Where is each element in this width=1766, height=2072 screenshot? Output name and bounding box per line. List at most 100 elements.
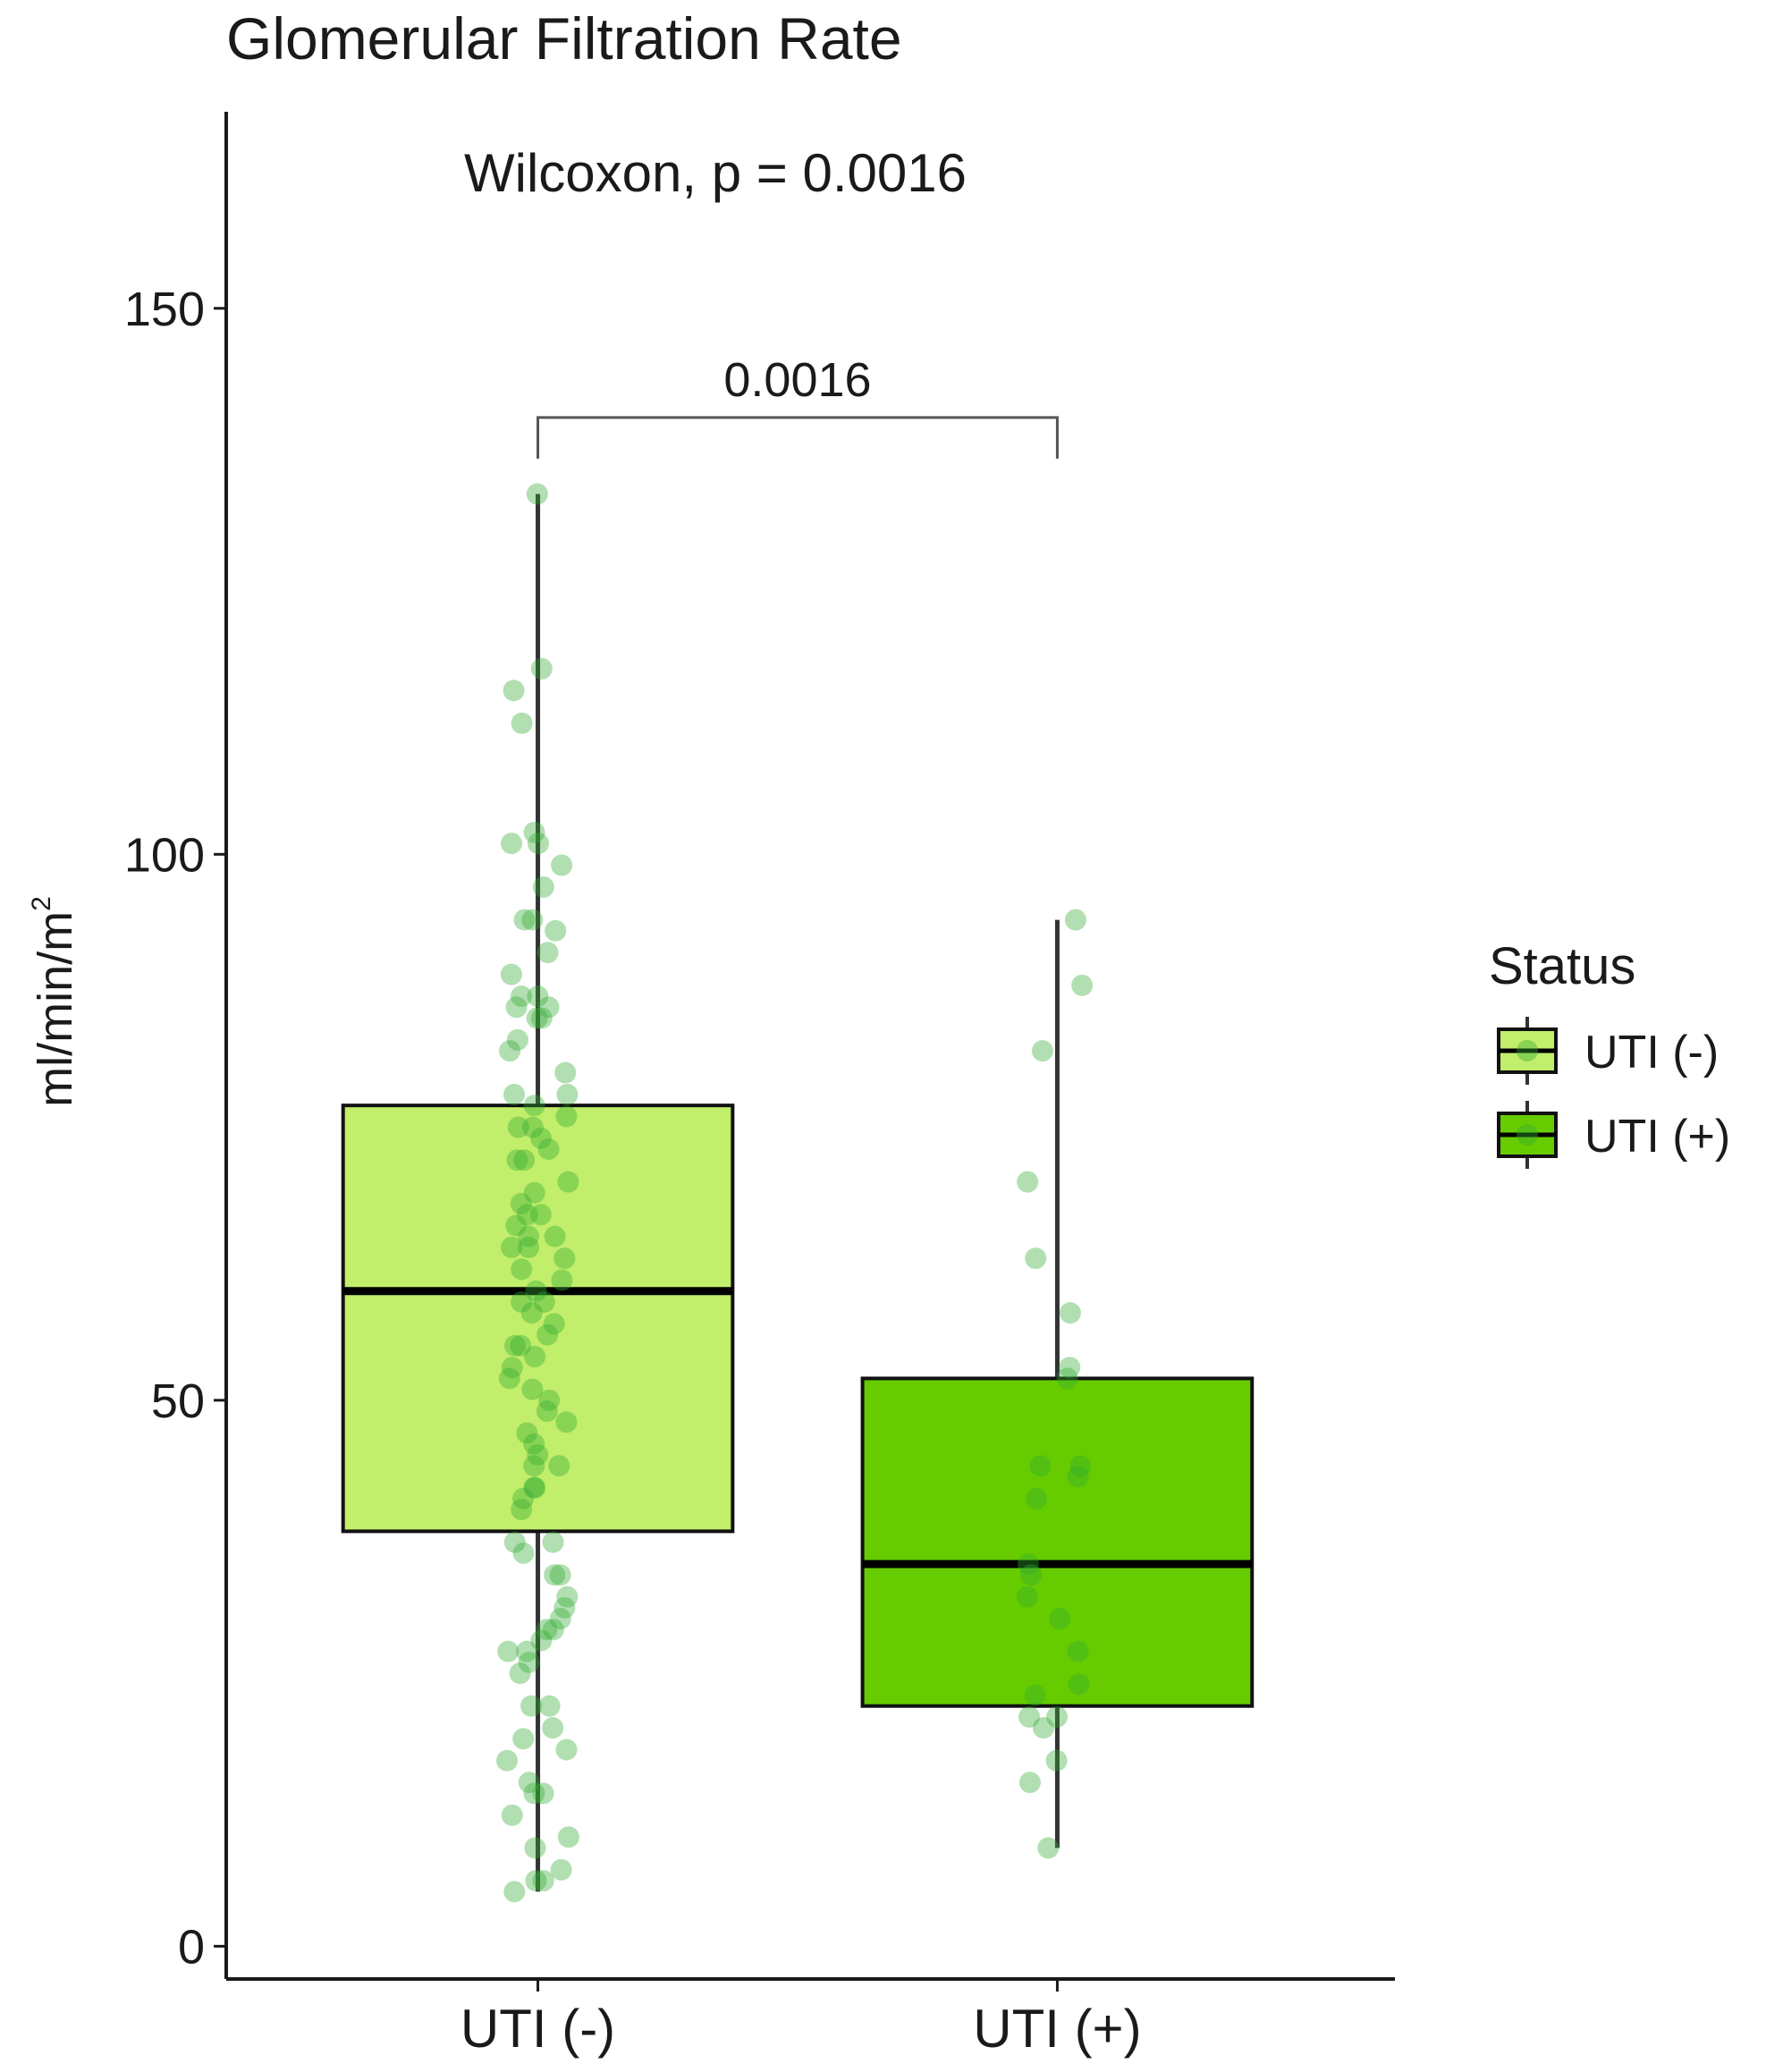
- data-point: [537, 1138, 560, 1160]
- data-point: [501, 833, 523, 855]
- data-point: [555, 1105, 578, 1128]
- data-point: [523, 1095, 545, 1117]
- y-tick-label: 0: [178, 1920, 205, 1974]
- data-point: [527, 833, 549, 855]
- data-point: [516, 1422, 538, 1444]
- data-point: [503, 1083, 525, 1105]
- data-point: [1018, 1772, 1041, 1794]
- data-point: [510, 985, 532, 1008]
- comparison-bracket: 0.0016: [537, 353, 1059, 459]
- data-point: [523, 1455, 545, 1477]
- data-point: [1056, 1367, 1078, 1390]
- data-point: [511, 1258, 533, 1281]
- data-point: [544, 1225, 566, 1247]
- data-point: [544, 1564, 566, 1586]
- data-point: [1064, 909, 1086, 931]
- data-point: [530, 1629, 553, 1652]
- data-point: [530, 657, 553, 680]
- whiskers: [536, 494, 1060, 1892]
- data-point: [556, 1586, 579, 1608]
- data-point: [1025, 1247, 1047, 1270]
- data-point: [498, 1367, 520, 1390]
- data-point: [550, 1858, 572, 1881]
- bracket-label: 0.0016: [723, 353, 871, 407]
- data-point: [548, 1455, 570, 1477]
- data-point: [521, 909, 544, 931]
- data-point: [511, 712, 533, 734]
- legend-entry: UTI (+): [1497, 1101, 1730, 1169]
- data-point: [504, 1334, 527, 1357]
- data-point: [557, 1826, 579, 1848]
- data-point: [507, 1116, 529, 1138]
- data-point: [554, 1061, 577, 1084]
- data-point: [1071, 974, 1094, 996]
- data-point: [1068, 1673, 1090, 1696]
- data-point: [506, 1149, 528, 1171]
- data-point: [512, 1542, 535, 1564]
- data-point: [513, 1149, 536, 1171]
- data-point: [526, 1007, 548, 1029]
- data-point: [536, 1619, 558, 1641]
- data-point: [538, 1389, 561, 1411]
- data-point: [1026, 1487, 1048, 1510]
- data-point: [503, 1531, 526, 1553]
- test-annotation: Wilcoxon, p = 0.0016: [464, 143, 967, 203]
- data-point: [530, 1127, 553, 1149]
- data-point: [499, 1040, 521, 1062]
- data-point: [520, 1695, 543, 1717]
- data-point: [549, 1564, 571, 1586]
- bracket-line: [537, 416, 1059, 459]
- data-point: [511, 1498, 533, 1520]
- svg-text:ml/min/m2: ml/min/m2: [27, 896, 82, 1107]
- data-point: [533, 1290, 555, 1313]
- data-point: [523, 1782, 545, 1805]
- data-point: [1017, 1171, 1039, 1193]
- data-point: [532, 1870, 554, 1892]
- data-point: [521, 1378, 544, 1400]
- data-point: [537, 1324, 559, 1346]
- data-point: [1024, 1684, 1046, 1706]
- data-point: [513, 909, 536, 931]
- data-point: [523, 821, 545, 843]
- legend: Status UTI (-) UTI (+): [1489, 937, 1730, 1169]
- data-point: [532, 1782, 554, 1805]
- data-point: [1020, 1564, 1043, 1586]
- data-point: [1016, 1586, 1038, 1608]
- data-point: [556, 1083, 579, 1105]
- data-point: [1049, 1608, 1071, 1630]
- data-point: [1031, 1040, 1053, 1062]
- data-point: [551, 1269, 573, 1291]
- legend-key-point: [1517, 1040, 1538, 1061]
- data-point: [506, 1028, 528, 1051]
- data-point: [1032, 1717, 1054, 1739]
- y-axis-title: ml/min/m2: [27, 896, 82, 1107]
- data-point: [1059, 1357, 1081, 1379]
- data-point: [510, 1334, 532, 1357]
- data-point: [530, 1007, 553, 1029]
- data-point: [553, 1596, 576, 1619]
- legend-title: Status: [1489, 937, 1635, 995]
- box-uti-positive: [860, 1376, 1255, 1708]
- data-point: [523, 1433, 545, 1455]
- data-point: [526, 483, 548, 505]
- jitter-points: [496, 483, 1094, 1903]
- data-point: [524, 1837, 546, 1859]
- data-point: [1045, 1749, 1068, 1772]
- data-point: [523, 1181, 545, 1204]
- data-point: [1067, 1466, 1089, 1488]
- data-point: [501, 1804, 523, 1826]
- legend-entry-label: UTI (-): [1584, 1027, 1719, 1078]
- data-point: [557, 1171, 579, 1193]
- data-point: [512, 1487, 535, 1510]
- data-point: [527, 985, 549, 1008]
- data-point: [542, 1717, 564, 1739]
- data-point: [523, 1476, 545, 1499]
- data-point: [1037, 1837, 1060, 1859]
- data-point: [545, 919, 567, 942]
- data-point: [1046, 1705, 1069, 1728]
- data-point: [555, 1411, 578, 1433]
- data-point: [512, 1728, 535, 1750]
- data-point: [525, 1870, 547, 1892]
- y-axis-unit: ml/min/m: [29, 911, 82, 1107]
